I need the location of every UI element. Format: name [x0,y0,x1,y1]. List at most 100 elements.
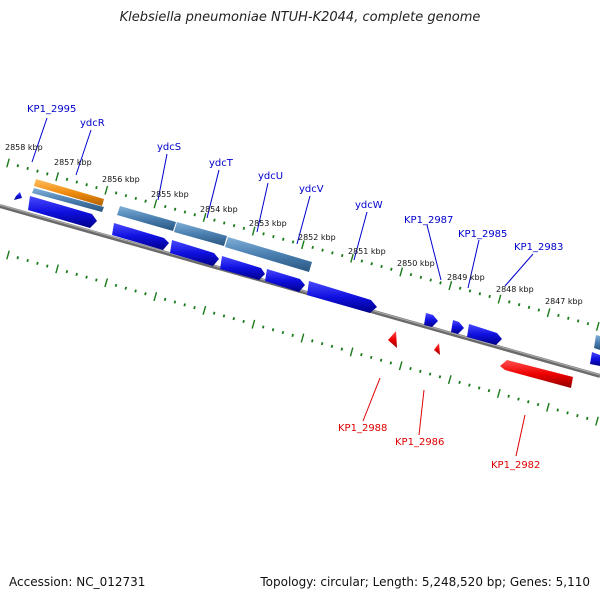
major-tick [595,416,599,426]
major-tick [202,212,207,222]
gene-label-ydcs: ydcS [157,142,181,153]
minor-tick [232,317,236,321]
minor-tick [95,185,98,190]
minor-tick [65,270,69,274]
forward-gene-arrow [451,320,464,334]
minor-tick [419,369,422,373]
accession-text: Accession: NC_012731 [9,575,146,589]
major-tick [104,278,109,288]
major-tick [55,264,59,274]
minor-tick [360,353,363,357]
minor-tick [409,366,412,371]
major-tick [104,185,109,195]
minor-tick [507,394,510,398]
minor-tick [36,169,39,173]
minor-tick [536,402,540,407]
minor-tick [124,194,128,198]
minor-tick [409,273,413,277]
scale-label: 2849 kbp [447,273,485,282]
minor-tick [311,339,314,343]
minor-tick [144,199,147,203]
steel-feature [594,335,600,350]
reverse-gene-arrow [500,360,573,388]
minor-tick [85,183,88,187]
minor-tick [281,330,285,335]
scale-label: 2853 kbp [249,219,287,228]
reverse-gene-arrow [388,331,397,348]
forward-gene-arrow [112,223,169,250]
minor-tick [291,333,294,337]
minor-tick [330,344,334,348]
minor-tick [320,342,324,346]
gene-label-ydct: ydcT [209,158,234,169]
gene-label-kp1-2988: KP1_2988 [338,423,387,434]
minor-tick [164,204,167,209]
steel-feature [225,237,312,272]
minor-tick [242,226,246,230]
minor-tick [360,259,364,263]
minor-tick [163,297,167,301]
minor-tick [419,275,423,279]
minor-tick [212,311,216,315]
minor-tick [213,218,216,222]
major-tick [301,240,305,250]
minor-tick [114,283,118,288]
major-tick [6,250,10,260]
minor-tick [242,319,245,324]
map-title: Klebsiella pneumoniae NTUH-K2044, comple… [119,10,481,25]
forward-gene-arrow [590,352,600,366]
minor-tick [340,347,344,351]
minor-tick [537,308,541,312]
minor-tick [488,294,491,299]
scale-label: 2857 kbp [54,158,92,167]
forward-gene-arrow [265,269,305,292]
major-tick [350,253,354,263]
minor-tick [36,261,39,265]
major-tick [300,333,305,343]
major-tick [349,347,354,357]
gene-label-kp1-2983: KP1_2983 [514,242,563,253]
minor-tick [369,355,373,360]
major-tick [496,388,501,398]
minor-tick [478,292,482,296]
minor-tick [527,305,531,309]
gene-label-ydcu: ydcU [258,171,283,182]
major-tick [497,294,502,304]
minor-tick [380,264,383,269]
minor-tick [65,177,69,181]
minor-tick [389,361,393,365]
minor-tick [458,286,462,290]
gene-label-ydcr: ydcR [80,118,105,129]
major-tick [546,308,551,318]
minor-tick [26,258,29,263]
minor-tick [291,240,295,244]
minor-tick [477,386,481,390]
genome-summary-text: Topology: circular; Length: 5,248,520 bp… [260,575,590,589]
minor-tick [586,322,590,326]
gene-label-kp1-2985: KP1_2985 [458,229,507,240]
minor-tick [193,213,196,217]
minor-tick [487,389,491,393]
minor-tick [585,416,589,420]
minor-tick [340,253,344,258]
major-tick [546,402,550,412]
minor-tick [223,221,226,225]
forward-gene-arrow [307,281,377,313]
minor-tick [458,380,461,384]
minor-tick [321,248,324,252]
minor-tick [379,358,383,362]
minor-tick [429,278,432,282]
scale-label: 2847 kbp [545,297,583,306]
minor-tick [556,408,559,412]
minor-tick [566,411,569,415]
gene-label-kp1-2986: KP1_2986 [395,437,444,448]
scale-label: 2855 kbp [151,190,189,199]
minor-tick [272,234,275,239]
reverse-gene-arrow [434,343,440,355]
minor-tick [95,278,98,282]
major-tick [251,226,256,236]
label-leaders [31,117,534,457]
major-tick [447,375,452,385]
orange-feature [34,179,104,206]
